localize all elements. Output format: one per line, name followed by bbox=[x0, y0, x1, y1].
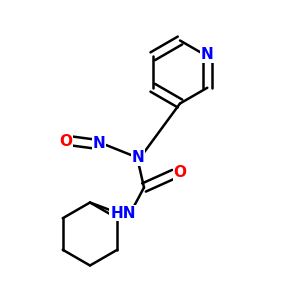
Text: O: O bbox=[173, 165, 187, 180]
Text: N: N bbox=[93, 136, 105, 152]
Text: N: N bbox=[201, 47, 214, 62]
Text: HN: HN bbox=[110, 206, 136, 220]
Text: O: O bbox=[59, 134, 73, 148]
Text: N: N bbox=[132, 150, 144, 165]
